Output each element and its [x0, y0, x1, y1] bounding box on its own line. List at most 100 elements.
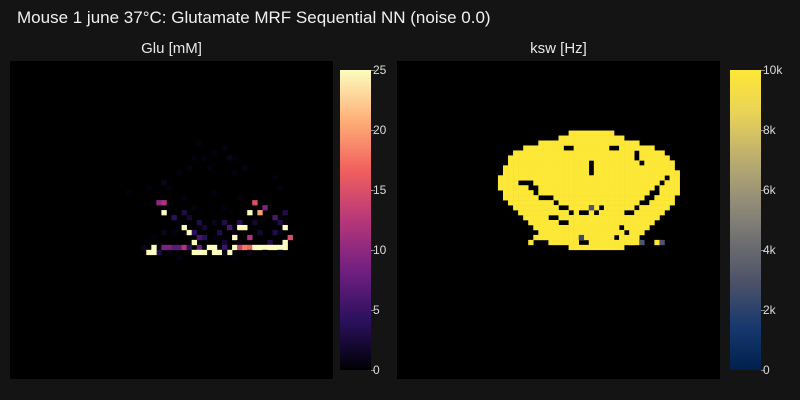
glu-voxel: [141, 244, 147, 251]
ksw-voxel: [558, 160, 564, 166]
ksw-voxel: [669, 160, 675, 166]
ksw-voxel: [598, 224, 605, 231]
ksw-voxel: [568, 135, 574, 141]
glu-voxel: [227, 155, 233, 161]
ksw-voxel: [659, 170, 665, 176]
ksw-voxel: [614, 160, 620, 166]
ksw-voxel: [523, 195, 529, 201]
ksw-voxel: [619, 215, 625, 221]
ksw-voxel: [563, 160, 569, 166]
ksw-voxel: [593, 130, 600, 136]
ksw-voxel: [558, 195, 564, 201]
colorbar-tick-label: 5: [373, 303, 380, 317]
ksw-voxel: [649, 180, 655, 186]
ksw-voxel: [583, 200, 590, 206]
ksw-voxel: [614, 185, 620, 191]
ksw-voxel: [558, 145, 564, 151]
ksw-voxel: [528, 160, 534, 166]
glu-voxel: [176, 170, 182, 176]
ksw-voxel: [538, 185, 544, 191]
ksw-voxel: [543, 205, 549, 211]
ksw-voxel: [598, 175, 605, 181]
ksw-voxel: [608, 140, 615, 146]
ksw-voxel: [553, 205, 559, 211]
ksw-voxel: [674, 190, 680, 196]
ksw-voxel: [608, 220, 615, 226]
ksw-map: [397, 61, 720, 379]
glu-voxel: [232, 244, 238, 251]
ksw-voxel: [624, 224, 630, 231]
ksw-voxel: [608, 185, 615, 191]
ksw-voxel: [649, 170, 655, 176]
glu-voxel: [282, 244, 288, 251]
ksw-map-title: ksw [Hz]: [530, 40, 587, 57]
glu-voxel: [186, 165, 192, 171]
ksw-voxel: [614, 135, 620, 141]
ksw-voxel: [649, 220, 655, 226]
ksw-voxel: [603, 180, 610, 186]
ksw-voxel: [654, 155, 660, 161]
ksw-voxel: [553, 170, 559, 176]
ksw-voxel: [583, 165, 590, 171]
ksw-voxel: [548, 155, 554, 161]
ksw-voxel: [603, 185, 610, 191]
ksw-voxel: [593, 215, 600, 221]
ksw-voxel: [619, 195, 625, 201]
ksw-voxel: [593, 140, 600, 146]
glu-voxel: [221, 205, 228, 211]
ksw-voxel: [598, 185, 605, 191]
ksw-voxel: [578, 215, 585, 221]
ksw-voxel: [614, 244, 620, 251]
ksw-voxel: [583, 229, 590, 236]
ksw-voxel: [533, 195, 539, 201]
ksw-voxel: [568, 180, 574, 186]
ksw-voxel: [558, 180, 564, 186]
ksw-voxel: [614, 205, 620, 211]
ksw-voxel: [644, 160, 650, 166]
ksw-voxel: [659, 175, 665, 181]
ksw-voxel: [664, 190, 670, 196]
ksw-voxel: [538, 190, 544, 196]
ksw-voxel: [553, 220, 559, 226]
glu-voxel: [252, 200, 258, 206]
glu-voxel: [232, 254, 238, 261]
ksw-voxel: [674, 170, 680, 176]
ksw-voxel: [593, 190, 600, 196]
ksw-voxel: [634, 195, 640, 201]
ksw-voxel: [558, 165, 564, 171]
ksw-voxel: [573, 239, 579, 246]
glu-voxel: [181, 224, 187, 231]
ksw-voxel: [568, 150, 574, 156]
ksw-voxel: [588, 210, 595, 216]
ksw-voxel: [528, 195, 534, 201]
ksw-voxel: [619, 190, 625, 196]
ksw-voxel: [588, 145, 595, 151]
ksw-voxel: [568, 140, 574, 146]
colorbar-tick-mark: [761, 190, 765, 191]
glu-voxel: [156, 249, 162, 256]
glu-voxel: [196, 244, 203, 251]
ksw-voxel: [608, 229, 615, 236]
ksw-voxel: [573, 190, 579, 196]
glu-voxel: [176, 254, 182, 261]
ksw-voxel: [543, 215, 549, 221]
ksw-voxel: [578, 200, 585, 206]
ksw-voxel: [548, 210, 554, 216]
ksw-voxel: [588, 140, 595, 146]
colorbar-tick-mark: [761, 130, 765, 131]
ksw-voxel: [614, 224, 620, 231]
ksw-voxel: [578, 135, 585, 141]
glu-voxel: [262, 205, 268, 211]
glu-voxel: [242, 244, 248, 251]
colorbar-tick-mark: [761, 70, 765, 71]
ksw-voxel: [568, 170, 574, 176]
glu-voxel: [272, 229, 278, 236]
ksw-voxel: [598, 180, 605, 186]
ksw-voxel: [629, 215, 635, 221]
colorbar-tick-mark: [371, 190, 375, 191]
ksw-voxel: [619, 135, 625, 141]
ksw-voxel: [619, 239, 625, 246]
ksw-voxel: [624, 190, 630, 196]
ksw-voxel: [573, 205, 579, 211]
ksw-voxel: [543, 220, 549, 226]
